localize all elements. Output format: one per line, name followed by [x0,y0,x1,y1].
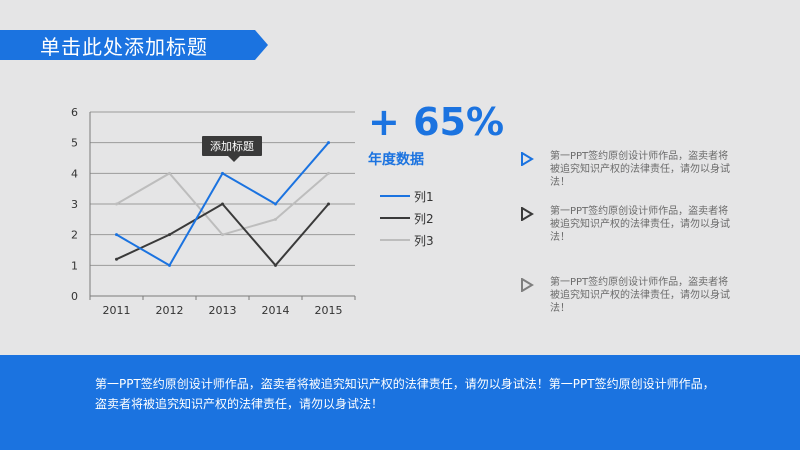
slide-title[interactable]: 单击此处添加标题 [40,34,208,59]
data-point [168,171,171,175]
data-point [115,202,118,206]
x-tick-label: 2012 [156,304,184,317]
bullet-text: 第一PPT签约原创设计师作品，盗卖者将被追究知识产权的法律责任，请勿以身试法！ [550,151,730,188]
legend-swatch-series3 [380,239,410,241]
data-point [327,141,330,145]
y-tick-label: 2 [71,229,78,242]
chart-legend: 列1 列2 列3 [380,185,434,251]
x-tick-label: 2013 [209,304,237,317]
legend-item-series2: 列2 [380,207,434,229]
legend-label: 列1 [414,189,434,204]
data-point [221,171,224,175]
stat-label: 年度数据 [368,152,424,168]
y-tick-label: 0 [71,290,78,303]
bullet-text: 第一PPT签约原创设计师作品，盗卖者将被追究知识产权的法律责任，请勿以身试法！ [550,277,730,314]
data-point [221,233,224,237]
data-point [115,257,118,261]
data-point [274,202,277,206]
data-point [274,263,277,267]
y-tick-label: 3 [71,198,78,211]
legend-label: 列3 [414,233,434,248]
data-point [274,217,277,221]
data-point [327,171,330,175]
data-point [115,233,118,237]
y-tick-label: 1 [71,259,78,272]
bullet-text: 第一PPT签约原创设计师作品，盗卖者将被追究知识产权的法律责任，请勿以身试法！ [550,206,730,243]
footer-text[interactable]: 第一PPT签约原创设计师作品，盗卖者将被追究知识产权的法律责任，请勿以身试法！第… [95,377,715,411]
chart-annotation-callout: 添加标题 [202,136,262,162]
data-point [327,202,330,206]
play-outline-icon [521,152,534,166]
legend-item-series1: 列1 [380,185,434,207]
x-tick-label: 2014 [262,304,290,317]
data-point [168,263,171,267]
x-tick-label: 2015 [315,304,343,317]
title-banner: 单击此处添加标题 [0,30,268,60]
y-tick-label: 6 [71,106,78,119]
legend-label: 列2 [414,211,434,226]
play-outline-icon [521,207,534,221]
legend-item-series3: 列3 [380,229,434,251]
data-point [168,233,171,237]
line-chart: 0 1 2 3 4 5 6 2011 2012 2013 2014 2015 [71,106,356,317]
x-tick-label: 2011 [103,304,131,317]
y-tick-label: 4 [71,167,78,180]
play-outline-icon [521,278,534,292]
data-point [221,202,224,206]
y-tick-label: 5 [71,137,78,150]
legend-swatch-series2 [380,217,410,219]
footer-band [0,355,800,450]
stat-value: + 65% [368,100,505,144]
legend-swatch-series1 [380,195,410,197]
